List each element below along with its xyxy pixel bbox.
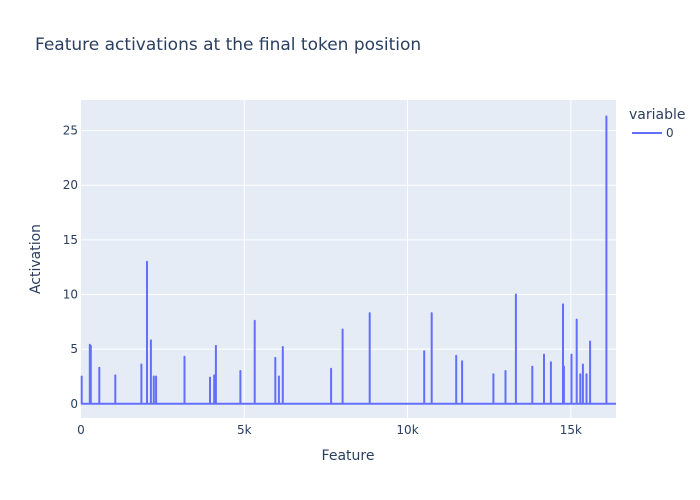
x-tick-label: 0 bbox=[77, 423, 85, 437]
x-axis-title: Feature bbox=[322, 448, 375, 464]
y-tick-label: 15 bbox=[63, 233, 78, 247]
plot-area bbox=[81, 100, 616, 418]
y-tick-label: 5 bbox=[70, 342, 78, 356]
y-tick-label: 20 bbox=[63, 178, 78, 192]
y-tick-labels: 0 5 10 15 20 25 bbox=[63, 124, 78, 411]
legend-entry-0: 0 bbox=[666, 126, 674, 140]
legend[interactable]: variable 0 bbox=[629, 107, 685, 140]
y-axis-title: Activation bbox=[28, 224, 44, 294]
y-tick-label: 0 bbox=[70, 397, 78, 411]
x-tick-labels: 0 5k 10k 15k bbox=[77, 423, 582, 437]
x-tick-label: 10k bbox=[396, 423, 418, 437]
chart-title: Feature activations at the final token p… bbox=[35, 35, 421, 55]
series-line bbox=[80, 115, 617, 405]
x-tick-label: 15k bbox=[560, 423, 582, 437]
x-tick-label: 5k bbox=[237, 423, 252, 437]
legend-title: variable bbox=[629, 107, 685, 123]
y-tick-label: 10 bbox=[63, 288, 78, 302]
y-tick-label: 25 bbox=[63, 124, 78, 138]
